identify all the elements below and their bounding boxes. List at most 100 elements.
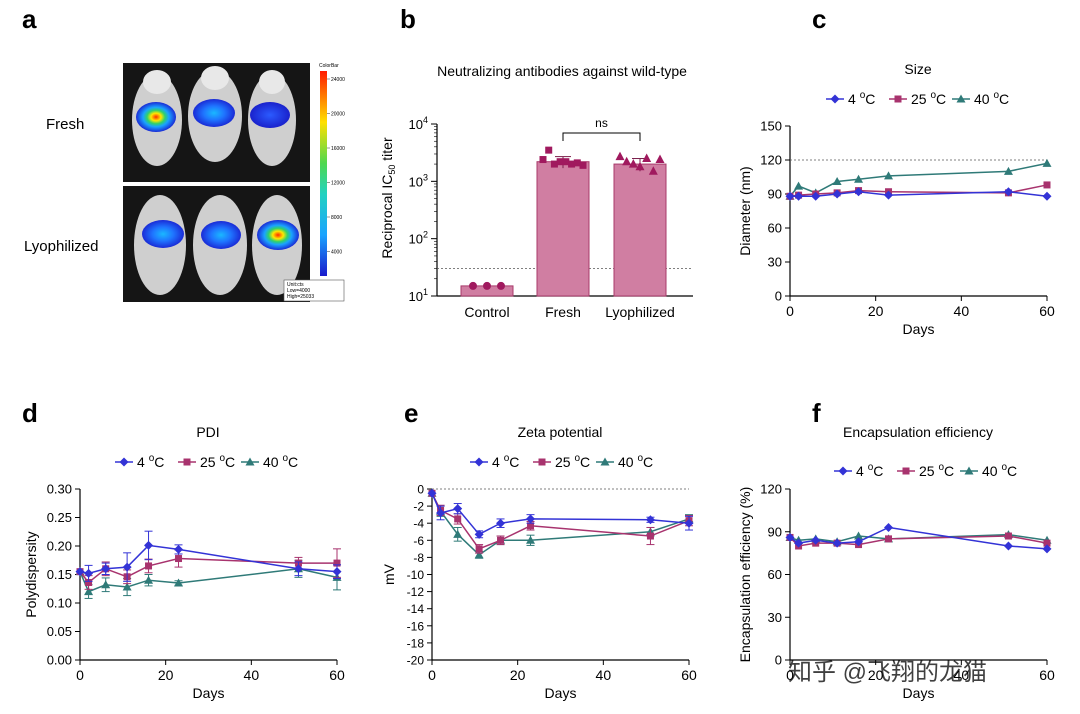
x-axis-label: Days (545, 685, 577, 701)
y-tick-label: -10 (407, 568, 425, 582)
y-tick-label: 120 (760, 482, 782, 497)
x-tick-label: 60 (329, 667, 345, 683)
colorbar-tick-label: 24000 (331, 77, 345, 83)
panel-f-line-chart: Encapsulation efficiency 4 oC 25 oC 40 oC 0 3… (737, 424, 1055, 701)
legend-label: 40 oC (982, 462, 1017, 479)
data-point (145, 562, 153, 570)
significance-label: ns (595, 116, 608, 130)
y-tick-label: -6 (413, 534, 424, 548)
panel-e-line-chart: Zeta potential 4 oC 25 oC 40 oC 0 -2 -4 -6 -8 -10… (381, 424, 697, 701)
watermark: 知乎 @飞翔的龙猫 (788, 659, 987, 686)
y-tick-label: 102 (409, 230, 428, 247)
data-point (622, 156, 632, 166)
data-point (794, 181, 804, 190)
colorbar (320, 71, 327, 276)
chart-title: PDI (196, 424, 219, 440)
panel-letter-a: a (22, 4, 37, 34)
data-point (642, 153, 652, 163)
data-point (453, 504, 463, 514)
data-point (122, 562, 132, 572)
colorbar-tick-label: 4000 (331, 250, 342, 256)
data-point (645, 515, 655, 525)
data-point (454, 515, 462, 523)
legend-label: 4 oC (492, 453, 519, 470)
x-tick-label: 0 (76, 667, 84, 683)
y-tick-label: 0.10 (47, 596, 72, 611)
panel-b-bar-chart: Neutralizing antibodies against wild-typ… (379, 63, 693, 320)
y-tick-label: 103 (409, 172, 428, 189)
data-point (144, 540, 154, 550)
x-tick-label: 20 (868, 667, 884, 683)
legend-label: 40 oC (618, 453, 653, 470)
data-point (436, 508, 446, 518)
legend-marker (830, 94, 840, 104)
data-point (885, 535, 893, 543)
y-tick-label: 60 (768, 221, 782, 236)
series-line (79, 568, 338, 593)
legend-label: 4 oC (856, 462, 883, 479)
data-point (832, 177, 842, 186)
data-point (635, 161, 645, 171)
data-point (453, 529, 463, 538)
data-point (785, 191, 795, 201)
data-point (832, 538, 842, 548)
panel-letter-c: c (812, 4, 826, 34)
y-axis-label: Polydispersity (23, 531, 39, 617)
data-point (497, 281, 505, 290)
legend-marker (964, 466, 974, 475)
y-tick-label: 30 (768, 610, 782, 625)
legend-label: 25 oC (919, 462, 954, 479)
legend-marker (119, 457, 129, 467)
data-point (1043, 539, 1051, 547)
y-tick-label: 0 (417, 483, 424, 497)
legend-marker (902, 467, 910, 475)
signal-fresh-2 (193, 99, 235, 127)
y-tick-label: 0.20 (47, 539, 72, 554)
significance-bracket (562, 132, 641, 141)
data-point (1042, 158, 1052, 167)
y-tick-label: 101 (409, 287, 428, 304)
colorbar-tick-label: 16000 (331, 146, 345, 152)
data-point (174, 578, 184, 587)
y-tick-label: 0.00 (47, 653, 72, 668)
data-point (1003, 541, 1013, 551)
legend-marker (956, 94, 966, 103)
y-tick-label: -2 (413, 500, 424, 514)
data-point (526, 535, 536, 544)
y-tick-label: 90 (768, 524, 782, 539)
y-axis-label: Diameter (nm) (737, 166, 753, 255)
chart-b-title: Neutralizing antibodies against wild-typ… (437, 63, 687, 79)
bar-fresh (536, 161, 590, 297)
data-point (75, 567, 85, 577)
panel-c-line-chart: Size 4 oC 25 oC 40 oC 0 30 60 90 120 150 0 20 40 60 Da… (737, 61, 1055, 337)
data-point (1003, 187, 1013, 197)
data-point (854, 531, 864, 540)
data-point (655, 154, 665, 164)
y-tick-label: -20 (407, 654, 425, 668)
x-tick-label: Control (464, 304, 509, 320)
legend-marker (538, 458, 546, 466)
data-point (884, 522, 894, 532)
legend-label: 40 oC (263, 453, 298, 470)
data-point (527, 522, 535, 530)
x-tick-label: 0 (428, 667, 436, 683)
data-point (174, 544, 184, 554)
legend-marker (894, 95, 902, 103)
data-point (333, 559, 341, 567)
y-tick-label: 60 (768, 567, 782, 582)
legend-marker (600, 457, 610, 466)
data-point (332, 567, 342, 577)
data-point (101, 580, 111, 589)
data-point (832, 189, 842, 199)
y-axis-label: Encapsulation efficiency (%) (737, 487, 753, 663)
data-point (497, 536, 505, 544)
panel-letter-d: d (22, 398, 38, 428)
data-point (811, 191, 821, 201)
data-point (122, 582, 132, 591)
row-label-lyophilized: Lyophilized (24, 238, 99, 255)
bar-lyophilized (613, 163, 667, 297)
data-point (854, 537, 864, 547)
y-tick-label: 0.25 (47, 510, 72, 525)
y-tick-label: -12 (407, 585, 425, 599)
data-point (556, 158, 564, 166)
